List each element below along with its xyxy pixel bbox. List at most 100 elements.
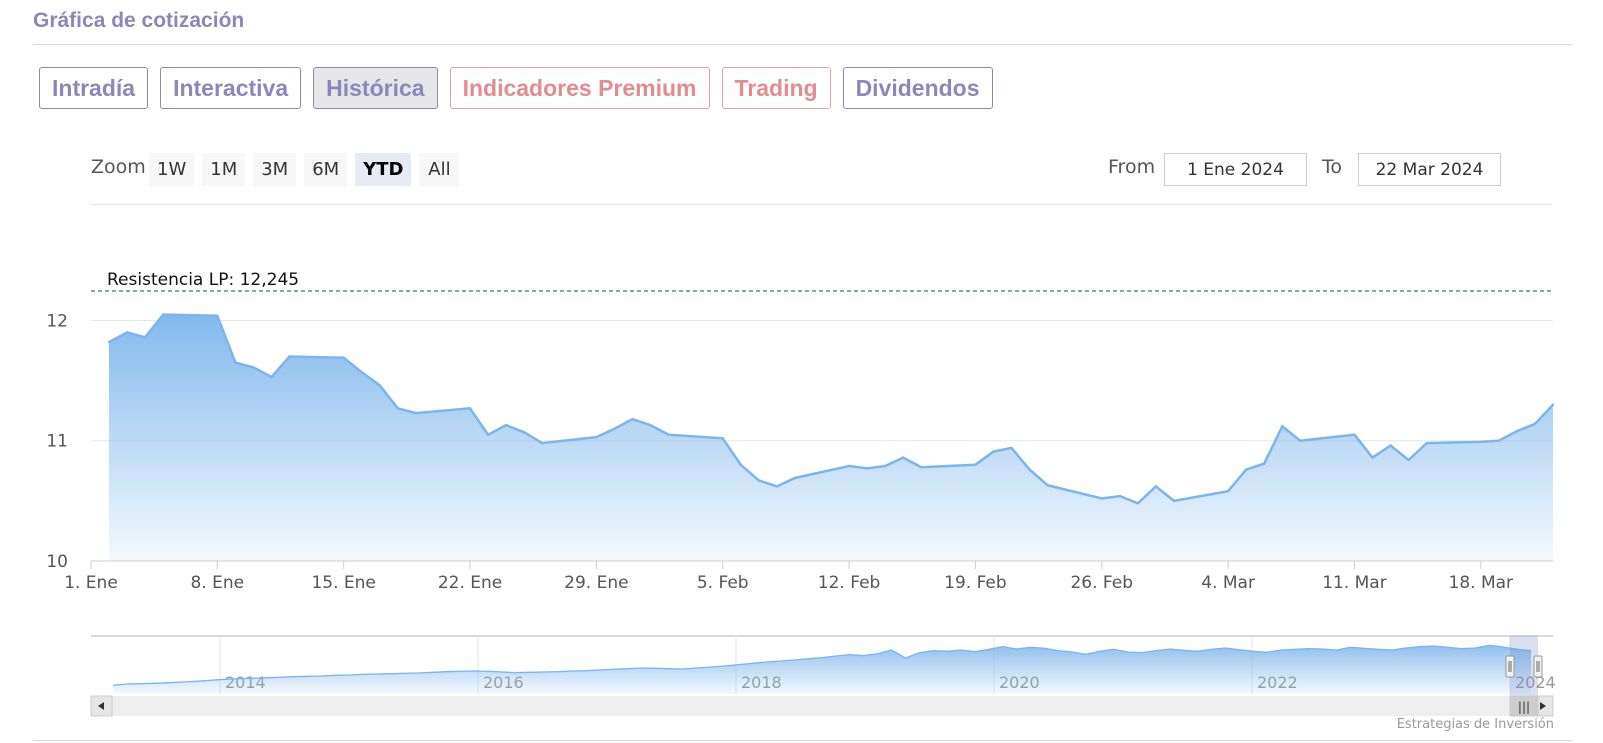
x-tick-label: 22. Ene xyxy=(438,573,502,593)
resistance-label: Resistencia LP: 12,245 xyxy=(107,270,299,290)
y-tick-label: 12 xyxy=(46,311,68,331)
price-point xyxy=(757,479,760,482)
price-point xyxy=(884,464,887,468)
price-point xyxy=(125,331,129,334)
price-point xyxy=(1299,439,1302,442)
tab-indicadores-premium[interactable]: Indicadores Premium xyxy=(449,67,710,109)
tab-historica[interactable]: Histórica xyxy=(313,67,438,109)
price-point xyxy=(1010,446,1013,450)
price-point xyxy=(902,456,905,459)
price-point xyxy=(1425,441,1428,445)
price-point xyxy=(541,441,544,445)
price-point xyxy=(1371,456,1374,459)
price-point xyxy=(234,361,237,364)
price-point xyxy=(631,417,634,421)
navigator-right-handle[interactable] xyxy=(1533,655,1543,678)
x-tick-label: 18. Mar xyxy=(1449,573,1514,593)
price-point xyxy=(468,407,472,410)
price-point xyxy=(1389,444,1392,447)
x-tick-label: 19. Feb xyxy=(944,573,1007,593)
navigator[interactable]: 201420162018202020222024||| xyxy=(90,635,1556,717)
price-point xyxy=(1263,462,1266,465)
credits[interactable]: Estrategias de Inversión xyxy=(1396,717,1554,732)
price-point xyxy=(486,433,490,436)
price-point xyxy=(288,355,291,358)
price-point xyxy=(270,375,273,379)
toolbar-divider xyxy=(91,204,1553,205)
x-tick-label: 4. Mar xyxy=(1201,573,1255,593)
price-point xyxy=(613,427,616,430)
zoom-6m-button[interactable]: 6M xyxy=(304,153,348,186)
title-divider xyxy=(33,44,1573,45)
price-point xyxy=(1407,458,1410,462)
range-from-label: From xyxy=(1108,156,1156,178)
zoom-ytd-button[interactable]: YTD xyxy=(355,153,412,186)
price-point xyxy=(1046,484,1049,487)
price-point xyxy=(1353,433,1356,436)
zoom-all-button[interactable]: All xyxy=(419,153,460,186)
price-point xyxy=(1533,422,1537,426)
chart-tabs: Intradía Interactiva Histórica Indicador… xyxy=(39,67,993,109)
range-to-input[interactable]: 22 Mar 2024 xyxy=(1358,153,1501,186)
tab-dividendos[interactable]: Dividendos xyxy=(842,67,993,109)
price-point xyxy=(1551,403,1555,406)
price-point xyxy=(1154,485,1158,488)
price-point xyxy=(414,411,418,415)
price-point xyxy=(847,464,851,468)
price-point xyxy=(1226,490,1230,493)
x-tick-label: 8. Ene xyxy=(191,573,245,593)
x-tick-label: 1. Ene xyxy=(64,573,118,593)
price-point xyxy=(1497,439,1501,442)
range-from-input[interactable]: 1 Ene 2024 xyxy=(1164,153,1307,186)
price-point xyxy=(595,435,598,439)
scrollbar-track xyxy=(91,696,1553,716)
tab-interactiva[interactable]: Interactiva xyxy=(160,67,302,109)
price-point xyxy=(1136,502,1140,505)
scrollbar-thumb[interactable] xyxy=(1509,695,1539,717)
x-tick-label: 5. Feb xyxy=(697,573,749,593)
price-point xyxy=(1515,429,1519,433)
x-axis: 1. Ene 8. Ene 15. Ene 22. Ene 29. Ene 5. Feb 1… xyxy=(64,560,1553,593)
x-tick-label: 26. Feb xyxy=(1070,573,1133,593)
tab-trading[interactable]: Trading xyxy=(721,67,831,109)
price-point xyxy=(1245,468,1248,471)
price-point xyxy=(1479,440,1483,444)
price-point xyxy=(396,407,399,410)
price-point xyxy=(360,371,363,374)
price-point xyxy=(143,336,147,339)
price-point xyxy=(504,423,508,427)
bottom-divider xyxy=(33,740,1573,741)
scrollbar-thumb-grip-icon: ||| xyxy=(1518,700,1530,714)
price-point xyxy=(252,366,255,369)
resistance-line: Resistencia LP: 12,245 xyxy=(91,270,1553,292)
navigator-area xyxy=(113,645,1531,694)
tab-intradia[interactable]: Intradía xyxy=(39,67,149,109)
price-point xyxy=(378,384,381,387)
price-point xyxy=(216,314,219,317)
price-point xyxy=(865,467,869,470)
price-series xyxy=(107,313,1555,561)
zoom-1w-button[interactable]: 1W xyxy=(149,153,195,186)
x-tick-label: 15. Ene xyxy=(311,573,375,593)
zoom-buttons: 1W 1M 3M 6M YTD All xyxy=(149,153,460,186)
navigator-left-handle[interactable] xyxy=(1505,655,1515,678)
price-point xyxy=(107,340,111,344)
price-point xyxy=(667,433,670,436)
price-point xyxy=(1118,494,1122,498)
x-tick-label: 29. Ene xyxy=(564,573,628,593)
scrollbar-right-arrow-icon xyxy=(1540,702,1546,710)
navigator-line xyxy=(112,644,1532,686)
zoom-1m-button[interactable]: 1M xyxy=(202,153,246,186)
price-point xyxy=(342,356,345,359)
x-tick-label: 11. Mar xyxy=(1322,573,1387,593)
scrollbar-left-arrow-icon xyxy=(98,702,104,710)
price-point xyxy=(1281,425,1284,428)
price-point xyxy=(721,437,724,440)
zoom-3m-button[interactable]: 3M xyxy=(253,153,297,186)
price-point xyxy=(1028,468,1031,471)
x-tick-label: 12. Feb xyxy=(818,573,881,593)
price-point xyxy=(162,313,165,316)
y-tick-label: 11 xyxy=(46,432,68,452)
price-point xyxy=(1100,497,1104,500)
